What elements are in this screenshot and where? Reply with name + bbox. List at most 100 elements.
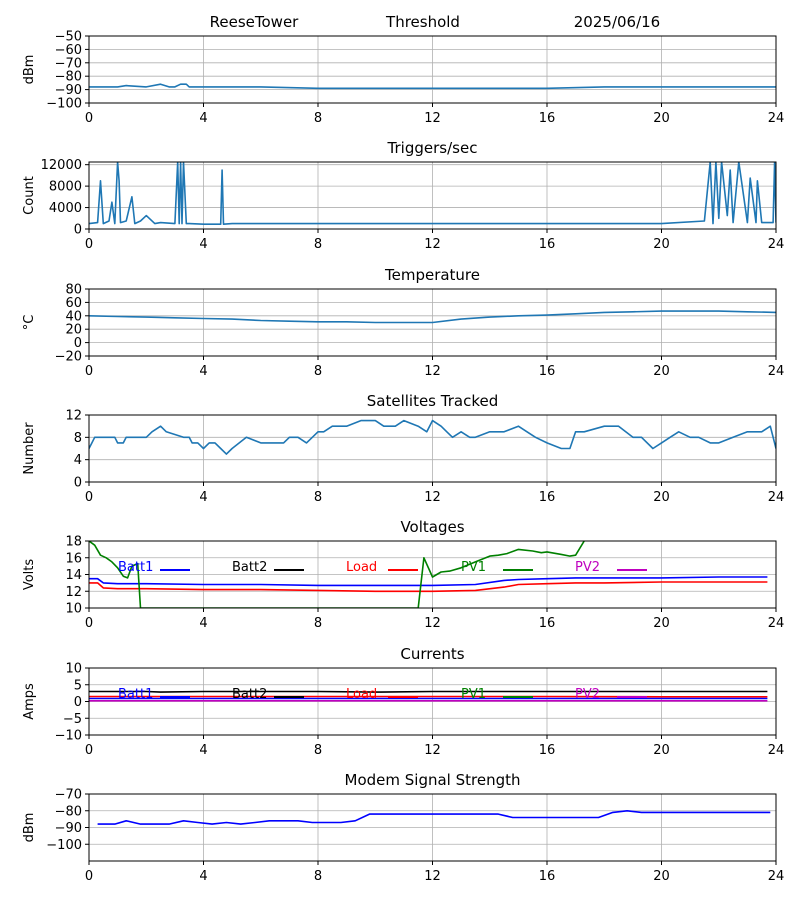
x-tick-label: 24 [768,869,785,884]
x-tick-label: 12 [424,616,441,631]
x-tick-label: 0 [85,869,93,884]
x-tick-label: 16 [539,743,556,758]
panel-2: 0 4 8 12 16 20 24 0 4000 8000 12000 Triggers/sec Cou… [22,139,784,252]
series-line-batt1 [89,576,768,587]
x-tick-label: 8 [314,237,322,252]
x-tick-label: 12 [424,364,441,379]
y-tick-label: −100 [46,97,82,112]
legend-label: Batt2 [232,560,267,575]
series-group [89,419,776,455]
y-tick-label: 40 [65,309,82,324]
legend-label: PV1 [461,560,486,575]
y-tick-label: 20 [65,323,82,338]
x-tick-label: 12 [424,869,441,884]
y-tick-label: 4 [74,453,82,468]
y-axis-label: dBm [22,813,37,843]
series-group [89,310,776,324]
x-tick-label: 12 [424,490,441,505]
y-tick-label: 12 [65,585,82,600]
x-tick-label: 8 [314,111,322,126]
y-tick-label: 0 [74,476,82,491]
series-line-data [89,419,776,455]
x-tick-label: 4 [199,869,207,884]
header-station: ReeseTower [210,13,300,31]
y-tick-label: −5 [63,712,82,727]
x-tick-label: 20 [653,111,670,126]
panel-title: Currents [400,645,464,663]
panel-6: 0 4 8 12 16 20 24 −10 −5 0 510 Currents Amps Batt1 Bat… [22,645,784,758]
series-line-data [97,809,771,825]
series-line-batt2 [89,690,768,693]
panel-title: Modem Signal Strength [345,771,521,789]
series-group [89,541,768,608]
y-tick-label: −80 [55,70,82,85]
y-tick-label: 8 [74,431,82,446]
x-tick-label: 4 [199,111,207,126]
x-tick-label: 24 [768,364,785,379]
y-axis-label: Amps [22,683,37,720]
y-tick-label: −50 [55,30,82,45]
x-tick-label: 8 [314,364,322,379]
x-tick-label: 4 [199,490,207,505]
y-tick-label: −20 [55,350,82,365]
x-tick-label: 16 [539,237,556,252]
legend-item-pv1: PV1 [461,687,533,702]
y-axis-label: Number [22,422,37,475]
legend-item-pv1: PV1 [461,560,533,575]
y-axis-label: °C [22,315,37,331]
x-tick-label: 4 [199,237,207,252]
panel-1: 0 4 8 12 16 20 24 −100−90−80−70−60−50 dBm [22,30,784,127]
x-tick-label: 20 [653,743,670,758]
x-tick-label: 20 [653,237,670,252]
header-date: 2025/06/16 [574,13,660,31]
panel-title: Voltages [400,518,464,536]
series-line-data [89,162,776,225]
y-tick-label: 12 [65,409,82,424]
y-tick-label: 0 [74,336,82,351]
y-tick-label: 16 [65,551,82,566]
x-tick-label: 12 [424,743,441,758]
x-tick-label: 4 [199,364,207,379]
legend-item-pv2: PV2 [575,687,647,702]
panel-4: 0 4 8 12 16 20 24 0 4 8 12 Satellites Tracked Number [22,392,784,505]
legend-label: PV2 [575,560,600,575]
legend-label: Batt2 [232,687,267,702]
y-tick-label: −100 [46,838,82,853]
y-tick-label: −60 [55,43,82,58]
series-line-data [89,83,776,90]
x-tick-label: 4 [199,616,207,631]
y-tick-label: 8000 [49,180,82,195]
x-tick-label: 8 [314,869,322,884]
legend-item-pv2: PV2 [575,560,647,575]
x-tick-label: 24 [768,616,785,631]
x-tick-label: 12 [424,111,441,126]
y-tick-label: −90 [55,821,82,836]
series-group [89,162,776,225]
legend-item-batt2: Batt2 [232,560,304,575]
y-tick-label: −80 [55,804,82,819]
y-tick-label: 4000 [49,201,82,216]
x-tick-label: 0 [85,364,93,379]
y-tick-label: −10 [55,729,82,744]
x-tick-label: 16 [539,111,556,126]
y-tick-label: 18 [65,535,82,550]
x-tick-label: 12 [424,237,441,252]
x-tick-label: 0 [85,616,93,631]
legend-item-load: Load [346,687,418,702]
x-tick-label: 16 [539,616,556,631]
y-axis-label: Volts [22,559,37,591]
legend-item-load: Load [346,560,418,575]
y-tick-label: 5 [74,678,82,693]
series-line-data [89,310,776,324]
y-tick-label: 10 [65,602,82,617]
y-tick-label: 60 [65,296,82,311]
x-tick-label: 8 [314,490,322,505]
x-tick-label: 0 [85,111,93,126]
legend-label: PV2 [575,687,600,702]
x-tick-label: 16 [539,364,556,379]
y-tick-label: 12000 [41,158,82,173]
